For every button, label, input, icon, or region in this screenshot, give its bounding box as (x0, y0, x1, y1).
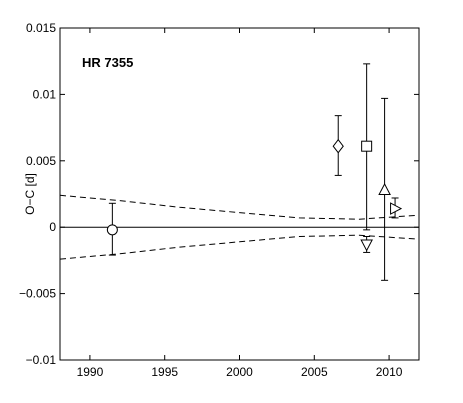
envelope-upper-line (59, 194, 420, 220)
data-point-square (361, 140, 373, 152)
x-tick-label: 1990 (77, 365, 104, 379)
y-tick-label: 0.01 (33, 87, 57, 101)
y-tick-label: 0 (49, 220, 56, 234)
x-tick-label: 1995 (151, 365, 178, 379)
envelope-lower-line (59, 234, 420, 260)
x-tick-label: 2005 (301, 365, 328, 379)
data-point-diamond (332, 138, 344, 154)
y-tick-label: −0.005 (19, 287, 56, 301)
x-axis-ticks: 1990 1995 2000 2005 2010 (77, 28, 403, 379)
y-tick-label: 0.015 (26, 21, 56, 35)
chart-title: HR 7355 (82, 55, 133, 70)
data-point-circle (106, 224, 118, 236)
x-tick-label: 2000 (226, 365, 253, 379)
y-tick-label: −0.01 (26, 353, 57, 367)
envelope-group (59, 194, 420, 260)
data-point-triangle-right (390, 202, 403, 215)
x-tick-label: 2010 (376, 365, 403, 379)
y-tick-label: 0.005 (26, 154, 56, 168)
y-axis-ticks: −0.01 −0.005 0 0.005 0.01 0.015 (19, 21, 419, 367)
y-axis-label: O−C [d] (23, 173, 37, 215)
plot-area-frame (59, 27, 420, 361)
data-point-triangle-down (360, 239, 373, 252)
marker-group (106, 138, 403, 252)
data-point-triangle-up (378, 182, 391, 196)
